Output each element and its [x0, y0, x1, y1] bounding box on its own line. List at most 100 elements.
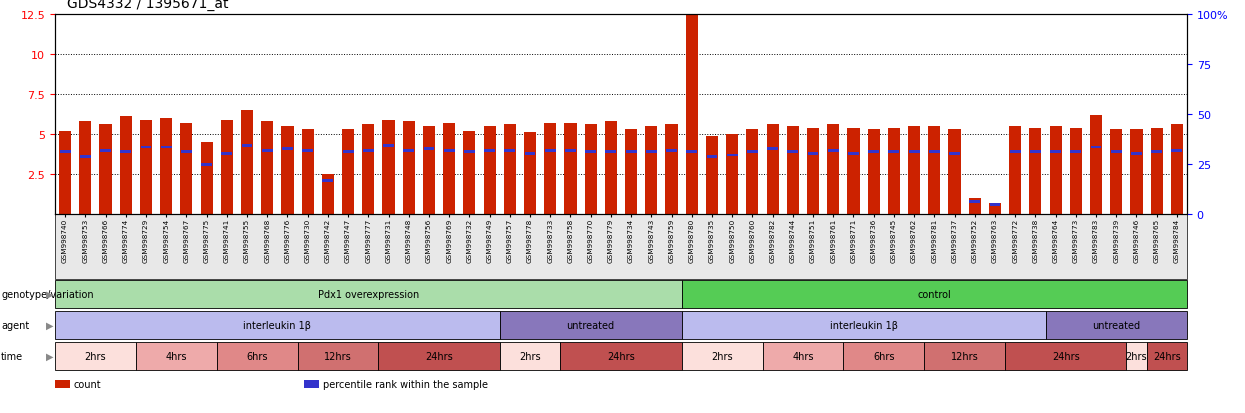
- Bar: [403, 150, 415, 152]
- Bar: [80, 156, 91, 159]
- Bar: [868, 151, 879, 154]
- Bar: [1091, 146, 1102, 149]
- Bar: [1030, 128, 1042, 214]
- Text: 12hrs: 12hrs: [951, 351, 979, 361]
- Bar: [686, 13, 697, 214]
- Bar: [261, 150, 273, 152]
- Text: 2hrs: 2hrs: [711, 351, 733, 361]
- Bar: [1050, 151, 1061, 154]
- Bar: [545, 150, 555, 152]
- Bar: [564, 123, 576, 214]
- Text: percentile rank within the sample: percentile rank within the sample: [322, 379, 488, 389]
- Bar: [585, 151, 596, 154]
- Bar: [828, 150, 839, 152]
- Bar: [443, 123, 456, 214]
- Bar: [464, 151, 474, 154]
- Bar: [484, 150, 496, 152]
- Bar: [1172, 150, 1183, 152]
- Bar: [585, 125, 596, 214]
- Text: control: control: [918, 289, 951, 299]
- Bar: [402, 122, 415, 214]
- Bar: [929, 151, 940, 154]
- Bar: [949, 152, 960, 155]
- Bar: [625, 130, 637, 214]
- Bar: [161, 146, 172, 149]
- Bar: [666, 125, 677, 214]
- Text: 2hrs: 2hrs: [1125, 351, 1148, 361]
- Bar: [1170, 125, 1183, 214]
- Bar: [362, 125, 375, 214]
- Bar: [423, 127, 435, 214]
- Text: 6hrs: 6hrs: [873, 351, 895, 361]
- Text: 24hrs: 24hrs: [426, 351, 453, 361]
- Bar: [787, 127, 799, 214]
- Bar: [767, 148, 778, 151]
- Text: ▶: ▶: [46, 289, 54, 299]
- Bar: [261, 122, 274, 214]
- Text: untreated: untreated: [1092, 320, 1140, 330]
- Text: count: count: [73, 379, 101, 389]
- Bar: [242, 145, 253, 147]
- Bar: [726, 135, 738, 214]
- Text: 2hrs: 2hrs: [519, 351, 540, 361]
- Bar: [383, 145, 393, 147]
- Bar: [970, 200, 980, 203]
- Bar: [989, 203, 1001, 214]
- Bar: [827, 125, 839, 214]
- Bar: [808, 152, 818, 155]
- Bar: [483, 127, 496, 214]
- Bar: [1030, 151, 1041, 154]
- Bar: [382, 120, 395, 214]
- Text: GDS4332 / 1395671_at: GDS4332 / 1395671_at: [67, 0, 229, 11]
- Bar: [121, 151, 131, 154]
- Bar: [727, 154, 737, 157]
- Bar: [1069, 128, 1082, 214]
- Text: genotype/variation: genotype/variation: [1, 289, 93, 299]
- Bar: [342, 130, 354, 214]
- Bar: [747, 151, 758, 154]
- Text: ▶: ▶: [46, 351, 54, 361]
- Bar: [1150, 128, 1163, 214]
- Bar: [322, 180, 334, 183]
- Text: Pdx1 overexpression: Pdx1 overexpression: [317, 289, 420, 299]
- Bar: [120, 117, 132, 214]
- Bar: [100, 150, 111, 152]
- Bar: [181, 123, 193, 214]
- Text: untreated: untreated: [566, 320, 615, 330]
- Text: 24hrs: 24hrs: [1052, 351, 1079, 361]
- Bar: [1071, 151, 1081, 154]
- Text: 4hrs: 4hrs: [792, 351, 814, 361]
- Bar: [1089, 116, 1102, 214]
- Bar: [100, 125, 112, 214]
- Bar: [139, 120, 152, 214]
- Bar: [303, 150, 314, 152]
- Bar: [463, 131, 476, 214]
- Bar: [787, 151, 798, 154]
- Bar: [969, 199, 981, 214]
- Text: 4hrs: 4hrs: [166, 351, 187, 361]
- Text: agent: agent: [1, 320, 30, 330]
- Bar: [909, 151, 920, 154]
- Bar: [524, 152, 535, 155]
- Bar: [929, 127, 940, 214]
- Bar: [686, 151, 697, 154]
- Bar: [626, 151, 636, 154]
- Bar: [524, 133, 537, 214]
- Bar: [706, 156, 717, 159]
- Text: 24hrs: 24hrs: [1153, 351, 1180, 361]
- Bar: [888, 128, 900, 214]
- Text: ▶: ▶: [46, 320, 54, 330]
- Bar: [1130, 152, 1142, 155]
- Bar: [80, 122, 91, 214]
- Bar: [200, 142, 213, 214]
- Bar: [59, 131, 71, 214]
- Bar: [990, 204, 1001, 206]
- Bar: [1111, 151, 1122, 154]
- Bar: [504, 125, 515, 214]
- Bar: [342, 151, 354, 154]
- Text: 2hrs: 2hrs: [85, 351, 106, 361]
- Bar: [181, 151, 192, 154]
- Bar: [706, 136, 718, 214]
- Bar: [443, 150, 454, 152]
- Bar: [1050, 127, 1062, 214]
